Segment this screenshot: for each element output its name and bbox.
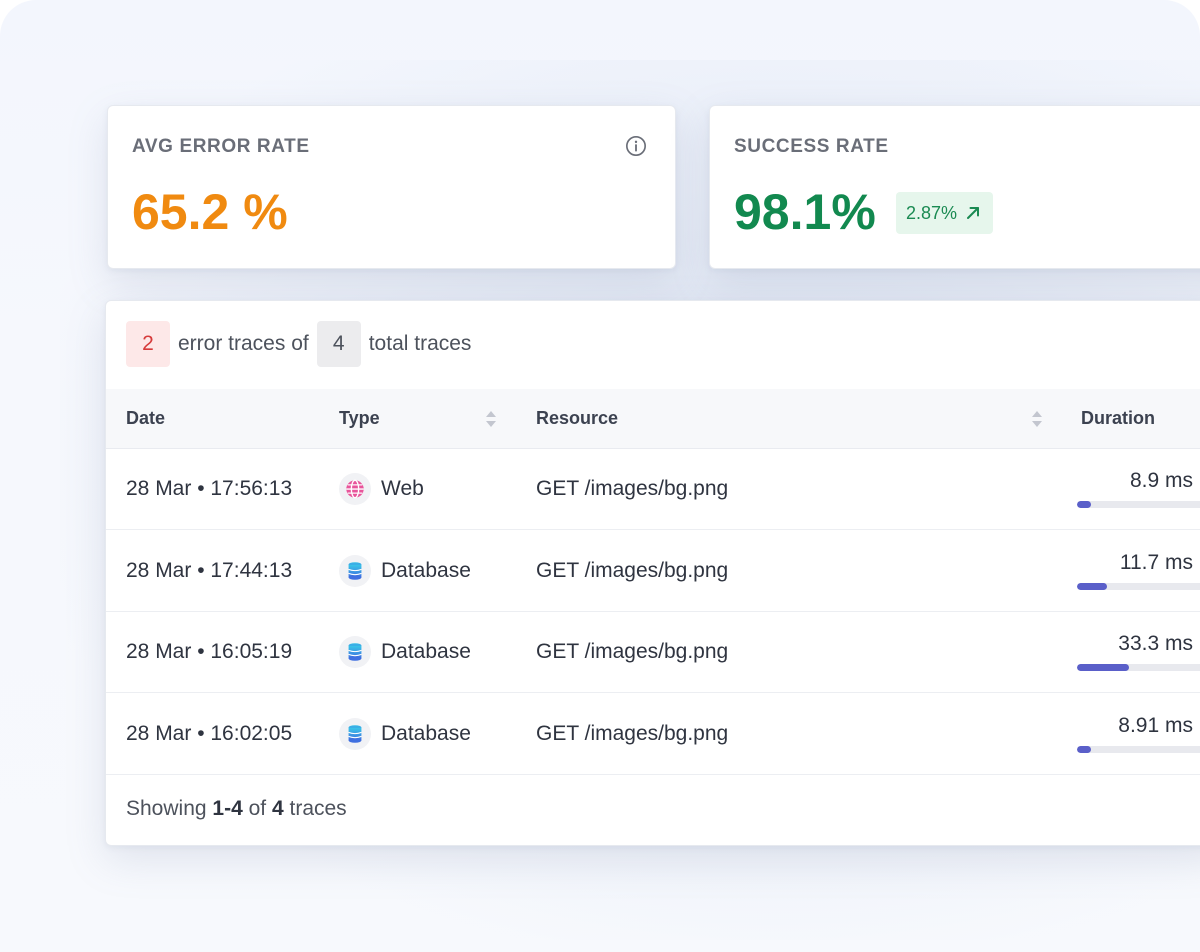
cell-resource: GET /images/bg.png (536, 721, 729, 745)
pagination-summary: Showing 1-4 of 4 traces (126, 797, 347, 821)
table-header: Date Type Resource Duration (106, 389, 1200, 449)
table-row[interactable]: 28 Mar • 16:02:05 Database GET /images/bg.… (106, 694, 1200, 775)
column-header-type[interactable]: Type (339, 408, 380, 428)
cell-resource: GET /images/bg.png (536, 558, 729, 582)
duration-bar-fill (1077, 745, 1092, 753)
duration-bar-fill (1077, 582, 1107, 590)
trend-value: 2.87% (906, 202, 958, 223)
avg-error-rate-label: AVG ERROR RATE (132, 136, 310, 157)
type-label: Database (381, 721, 471, 745)
duration-value: 8.9 ms (1129, 469, 1193, 492)
footer-range: 1-4 (212, 797, 243, 820)
sort-icon-type[interactable] (485, 409, 497, 429)
database-icon (339, 717, 371, 750)
type-label: Web (381, 477, 424, 500)
duration-bar (1077, 745, 1200, 753)
cell-date: 28 Mar • 17:56:13 (126, 477, 293, 500)
summary-text-end: total traces (368, 332, 472, 355)
trend-badge: 2.87% (896, 192, 994, 234)
table-row[interactable]: 28 Mar • 16:05:19 Database GET /images/bg.… (106, 612, 1200, 693)
footer-total: 4 (271, 797, 284, 820)
success-rate-value: 98.1% (734, 184, 876, 240)
success-rate-label: SUCCESS RATE (734, 136, 889, 157)
traces-table-card: 2 error traces of 4 total traces Date Ty… (105, 300, 1200, 846)
database-icon (339, 554, 371, 587)
cell-type: Database (339, 694, 471, 774)
trace-summary: 2 error traces of 4 total traces (126, 321, 471, 367)
footer-of: of (248, 797, 267, 820)
cell-date: 28 Mar • 17:44:13 (126, 558, 293, 582)
column-header-duration[interactable]: Duration (1081, 408, 1155, 428)
avg-error-rate-value: 65.2 % (132, 184, 288, 240)
cell-resource: GET /images/bg.png (536, 477, 729, 500)
summary-text-mid: error traces of (178, 332, 309, 355)
table-row[interactable]: 28 Mar • 17:56:13 Web GET /images/bg.png 8.… (106, 449, 1200, 530)
duration-bar-fill (1077, 501, 1092, 508)
cell-type: Database (339, 612, 471, 692)
column-header-resource[interactable]: Resource (536, 408, 619, 428)
arrow-up-right-icon (967, 207, 980, 219)
type-label: Database (381, 640, 471, 663)
duration-bar (1077, 664, 1200, 671)
duration-value: 33.3 ms (1118, 632, 1193, 655)
duration-bar (1077, 501, 1200, 508)
column-header-date[interactable]: Date (126, 408, 166, 428)
sort-icon-resource[interactable] (1031, 409, 1043, 429)
cell-type: Database (339, 531, 471, 611)
duration-value: 11.7 ms (1119, 550, 1193, 574)
info-icon[interactable] (625, 135, 647, 157)
database-icon (339, 636, 371, 668)
globe-icon (339, 473, 371, 505)
footer-suffix: traces (289, 797, 347, 820)
type-label: Database (381, 558, 471, 582)
total-count-badge: 4 (316, 321, 361, 367)
cell-date: 28 Mar • 16:02:05 (126, 721, 293, 745)
duration-bar-fill (1077, 664, 1129, 671)
avg-error-rate-card: AVG ERROR RATE 65.2 % (107, 105, 676, 269)
cell-type: Web (339, 449, 424, 529)
table-row[interactable]: 28 Mar • 17:44:13 Database GET /images/bg.… (106, 531, 1200, 612)
footer-prefix: Showing (126, 797, 207, 820)
error-count-badge: 2 (126, 321, 170, 367)
cell-date: 28 Mar • 16:05:19 (126, 640, 293, 663)
success-rate-card: SUCCESS RATE 98.1% 2.87% (709, 105, 1200, 269)
duration-bar (1077, 582, 1200, 590)
cell-resource: GET /images/bg.png (536, 640, 729, 663)
duration-value: 8.91 ms (1118, 713, 1193, 737)
